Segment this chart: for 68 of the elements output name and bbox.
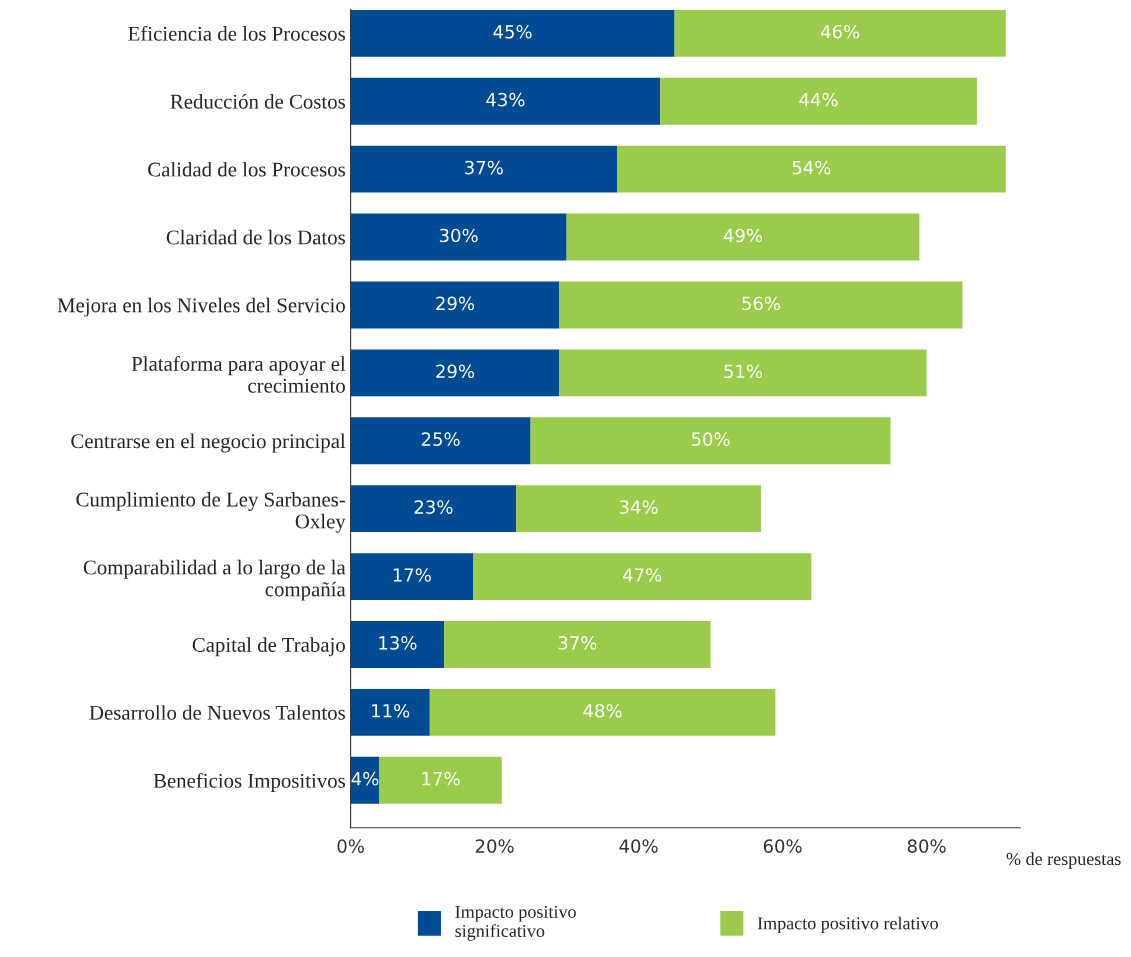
data-label: 50%	[691, 432, 730, 446]
bar	[350, 417, 531, 465]
data-label: 34%	[619, 500, 658, 514]
bar	[566, 213, 920, 261]
bar	[379, 756, 502, 804]
y-tick-label: Centrarse en el negocio principal	[71, 433, 346, 453]
bar	[350, 145, 617, 193]
data-label: 17%	[422, 771, 460, 786]
data-label: 48%	[583, 703, 622, 718]
data-label: 29%	[436, 364, 475, 379]
data-label: 54%	[792, 160, 831, 175]
x-tick-label: 80%	[907, 839, 946, 853]
x-tick-label: 40%	[619, 839, 658, 853]
data-label: 56%	[742, 296, 781, 311]
bar	[444, 621, 711, 668]
legend-label: Impacto positivo relativo	[757, 916, 938, 934]
y-tick-label: Calidad de los Procesos	[148, 161, 345, 177]
bar	[530, 417, 891, 465]
bar	[516, 485, 761, 533]
bar	[350, 9, 675, 57]
bar	[350, 621, 445, 668]
x-tick-label: 60%	[763, 839, 802, 853]
x-axis-title: % de respuestas	[1006, 852, 1121, 869]
data-label: 51%	[724, 364, 763, 379]
data-label: 30%	[439, 228, 478, 243]
y-tick-label: Plataforma para apoyar el crecimiento	[131, 356, 346, 393]
bar	[350, 485, 517, 533]
data-label: 4%	[351, 771, 379, 786]
bar	[473, 553, 812, 600]
bar	[350, 349, 560, 397]
legend-label: Impacto positivo significativo	[455, 905, 576, 941]
y-tick-label: Claridad de los Datos	[166, 229, 345, 245]
data-label: 13%	[379, 636, 417, 650]
data-label: 43%	[486, 92, 525, 107]
y-tick-label: Capital de Trabajo	[192, 637, 345, 657]
data-label: 23%	[414, 500, 453, 514]
bar	[559, 281, 963, 329]
bar	[660, 77, 977, 125]
bar	[350, 77, 661, 125]
bar	[350, 553, 473, 600]
bar	[559, 349, 927, 397]
data-label: 17%	[393, 568, 431, 582]
y-tick-label: Desarrollo de Nuevos Talentos	[89, 705, 345, 720]
x-tick-label: 0%	[337, 839, 364, 853]
y-tick-label: Eficiencia de los Procesos	[128, 25, 345, 41]
data-label: 37%	[558, 636, 597, 650]
data-label: 11%	[372, 703, 410, 718]
data-label: 29%	[436, 296, 475, 311]
bar	[616, 145, 1006, 193]
bar	[674, 9, 1006, 57]
data-label: 45%	[493, 24, 532, 39]
y-tick-label: Mejora en los Niveles del Servicio	[57, 297, 345, 317]
data-label: 49%	[723, 228, 763, 243]
bar	[429, 688, 776, 736]
y-tick-label: Cumplimiento de Ley Sarbanes- Oxley	[76, 491, 346, 533]
y-tick-label: Comparabilidad a lo largo de la compañía	[83, 559, 346, 601]
bar	[350, 756, 380, 804]
y-tick-label: Beneficios Impositivos	[153, 772, 345, 793]
x-tick-label: 20%	[475, 839, 514, 853]
bar	[350, 213, 567, 261]
data-label: 37%	[465, 160, 503, 175]
data-label: 25%	[421, 432, 460, 446]
bar	[350, 688, 430, 736]
data-label: 46%	[820, 24, 860, 39]
data-label: 44%	[799, 92, 838, 107]
y-tick-label: Reducción de Costos	[170, 93, 345, 109]
data-label: 47%	[623, 568, 662, 582]
bar	[350, 281, 560, 329]
